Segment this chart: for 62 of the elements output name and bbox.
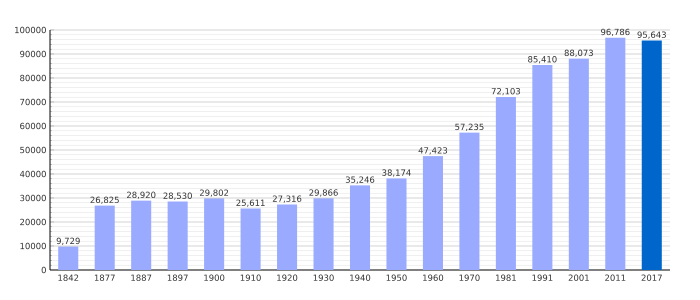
y-tick-label: 30000: [20, 194, 46, 202]
bar: [496, 96, 516, 270]
data-label: 29,866: [309, 189, 338, 197]
bar: [240, 208, 261, 270]
bar: [277, 204, 298, 270]
bar: [204, 198, 224, 270]
data-label: 28,530: [163, 192, 192, 200]
x-tick-label: 1981: [496, 274, 516, 281]
x-tick-label: 1900: [204, 274, 224, 281]
y-tick-label: 90000: [20, 50, 46, 58]
y-tick-label: 80000: [20, 74, 46, 82]
y-tick-label: 50000: [20, 146, 46, 154]
y-tick-label: 100000: [15, 26, 46, 34]
x-tick-label: 1910: [240, 274, 261, 281]
y-tick-label: 20000: [20, 218, 46, 226]
y-tick-label: 70000: [20, 98, 46, 106]
x-tick-label: 1930: [314, 274, 334, 281]
x-tick-label: 1950: [386, 274, 407, 281]
y-tick-label: 60000: [20, 122, 46, 130]
bar: [94, 206, 115, 270]
data-label: 27,316: [272, 195, 302, 203]
data-label: 38,174: [382, 169, 411, 177]
data-label: 95,643: [637, 31, 666, 39]
bar: [642, 40, 662, 270]
bar: [568, 58, 589, 270]
bar: [386, 178, 407, 270]
data-label: 26,825: [90, 196, 119, 204]
bar: [605, 38, 626, 270]
x-tick-label: 1970: [460, 274, 480, 281]
bar: [168, 202, 188, 270]
data-label: 85,410: [528, 56, 557, 64]
data-label: 29,802: [200, 190, 228, 197]
bar: [131, 200, 152, 270]
bar: [58, 246, 78, 270]
data-label: 96,786: [601, 28, 630, 36]
data-label: 9,729: [56, 238, 80, 245]
x-tick-label: 1920: [277, 274, 298, 281]
x-tick-label: 1991: [532, 274, 552, 281]
x-tick-label: 2001: [568, 274, 589, 281]
x-tick-label: 1887: [131, 274, 152, 281]
data-label: 88,073: [564, 50, 593, 57]
x-tick-label: 1940: [350, 274, 370, 281]
y-tick-label: 0: [42, 266, 46, 274]
bar: [422, 156, 443, 270]
x-tick-label: 2017: [642, 274, 662, 281]
x-tick-label: 1897: [168, 274, 188, 281]
data-label: 57,235: [455, 124, 484, 131]
x-tick-label: 1877: [94, 274, 115, 281]
data-label: 72,103: [492, 88, 520, 96]
x-tick-label: 2011: [605, 274, 626, 281]
bar: [459, 132, 480, 270]
data-label: 28,920: [126, 192, 156, 199]
x-tick-label: 1960: [423, 274, 444, 281]
y-tick-label: 10000: [20, 242, 46, 250]
x-tick-label: 1842: [58, 274, 78, 281]
bar: [532, 65, 552, 270]
data-label: 47,423: [418, 147, 448, 154]
bar: [314, 198, 334, 270]
bar: [350, 185, 370, 270]
y-tick-label: 40000: [20, 170, 46, 178]
data-label: 25,611: [236, 200, 265, 207]
data-label: 35,246: [346, 176, 374, 184]
